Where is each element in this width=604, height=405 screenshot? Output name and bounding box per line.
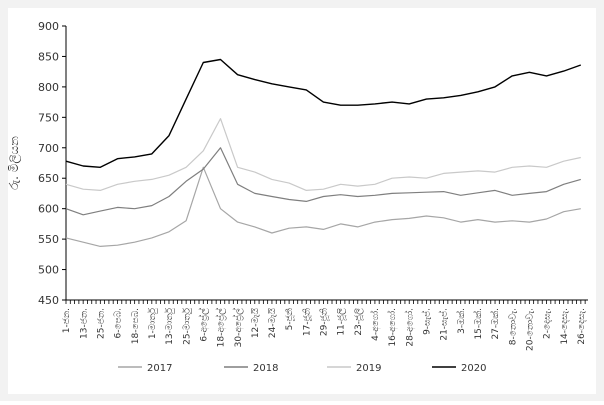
x-tick-label: 12-මැයි [250, 307, 261, 338]
y-axis: 450 500 550 600 650 700 750 800 850 900 [38, 20, 67, 307]
legend-label-2017: 2017 [147, 363, 172, 374]
series-lines [65, 58, 582, 247]
y-axis-label: රු. මිලියන [7, 136, 22, 190]
x-tick-label: 13-මාර්තු [164, 307, 175, 344]
x-tick-label: 17-ජූනි [302, 308, 313, 336]
x-tick-label: 8-නොවැ. [508, 308, 518, 345]
series-line-2019 [65, 117, 581, 191]
x-tick-label: 1-ජන. [62, 308, 72, 333]
x-tick-label: 6-අප්‍රේල් [198, 308, 209, 342]
x-tick-label: 24-මැයි [267, 307, 278, 338]
x-tick-label: 20-නොවැ. [526, 308, 536, 351]
legend-label-2019: 2019 [356, 363, 381, 374]
x-tick-label: 28-අගෝ. [404, 308, 415, 347]
x-tick-label: 14-දෙසැ. [560, 308, 570, 345]
x-tick-label: 29-ජූනි [319, 308, 330, 336]
series-line-2020 [65, 58, 582, 169]
x-tick-label: 9-සැප්. [421, 308, 432, 335]
x-tick-label: 3-ඔක්. [456, 308, 467, 334]
y-tick-label: 500 [38, 264, 59, 277]
legend: 2017 2018 2019 2020 [118, 363, 486, 374]
x-tick-label: 13-ජන. [79, 308, 89, 339]
y-tick-label: 800 [38, 81, 59, 94]
x-tick-label: 15-ඔක්. [473, 308, 484, 340]
y-tick-label: 650 [38, 172, 59, 185]
x-tick-label: 25-මාර්තු [181, 307, 192, 344]
y-tick-label: 850 [38, 50, 59, 63]
x-tick-label: 18-පෙබ. [131, 308, 141, 344]
x-tick-label: 18-අප්‍රේල් [216, 308, 227, 347]
x-tick-label: 23-ජූලි [354, 308, 364, 336]
x-tick-label: 11-ජූලි [337, 308, 347, 336]
y-tick-label: 550 [38, 233, 59, 246]
series-line-2018 [65, 147, 581, 216]
y-tick-label: 450 [38, 294, 59, 307]
x-tick-label: 6-පෙබ. [114, 308, 124, 339]
x-tick-label: 27-ඔක්. [490, 308, 501, 340]
x-tick-label: 30-අප්‍රේල් [233, 308, 244, 347]
x-tick-label: 2-දෙසැ. [543, 308, 553, 339]
x-axis: 1-ජන. 13-ජන. 25-ජන. 6-පෙබ. 18-පෙබ. 1-මාර්තු 13… [62, 299, 588, 351]
y-tick-label: 900 [38, 20, 59, 33]
x-tick-label: 25-ජන. [96, 308, 106, 339]
legend-label-2018: 2018 [253, 363, 278, 374]
legend-label-2020: 2020 [461, 363, 486, 374]
y-tick-label: 600 [38, 203, 59, 216]
x-tick-label: 4-අගෝ. [370, 308, 381, 341]
x-tick-label: 26-දෙසැ. [577, 308, 587, 345]
x-tick-label: 5-ජූනි [284, 308, 295, 330]
x-tick-label: 1-මාර්තු [147, 307, 158, 339]
y-tick-label: 750 [38, 111, 59, 124]
series-line-2017 [65, 166, 581, 247]
y-tick-label: 700 [38, 142, 59, 155]
x-tick-label: 21-සැප්. [439, 308, 450, 341]
x-tick-label: 16-අගෝ. [387, 308, 398, 347]
